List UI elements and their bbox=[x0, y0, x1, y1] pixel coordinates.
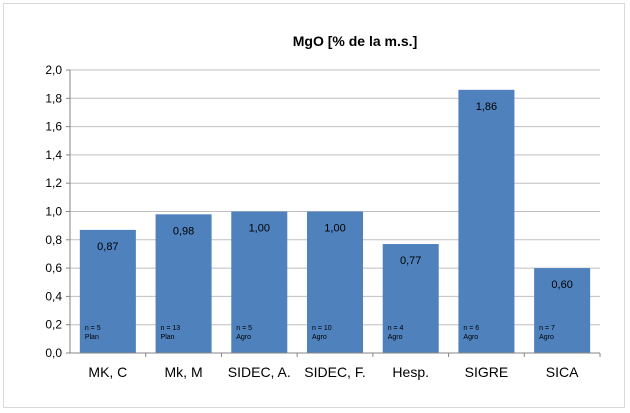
y-tick-label: 1,6 bbox=[45, 120, 62, 134]
y-tick-label: 2,0 bbox=[45, 63, 62, 77]
bar-note: Agro bbox=[236, 334, 251, 341]
bar-note: Plan bbox=[85, 334, 99, 341]
bar-note: Agro bbox=[463, 334, 478, 341]
bar-note: n = 10 bbox=[312, 325, 332, 332]
bars: 0,87 n = 5 Plan 0,98 n = 13 Plan 1,00 n = 5 Agro… bbox=[79, 89, 591, 353]
bar-note: Agro bbox=[312, 334, 327, 341]
bar bbox=[231, 211, 288, 353]
bar-note: n = 7 bbox=[539, 325, 555, 332]
bar bbox=[155, 214, 212, 353]
bar bbox=[382, 244, 439, 353]
bar-value-label: 1,00 bbox=[249, 223, 270, 235]
bar bbox=[79, 229, 136, 353]
bar bbox=[306, 211, 364, 353]
bar-note: n = 4 bbox=[388, 325, 404, 332]
bar-note: n = 13 bbox=[161, 325, 181, 332]
bar-value-label: 0,98 bbox=[173, 225, 194, 237]
x-tick-label: Hesp. bbox=[392, 364, 429, 380]
bar-value-label: 1,00 bbox=[324, 223, 345, 235]
y-tick-label: 0,2 bbox=[45, 318, 62, 332]
y-tick-label: 1,0 bbox=[45, 205, 62, 219]
y-tick-label: 0,6 bbox=[45, 261, 62, 275]
bar-note: n = 5 bbox=[85, 325, 101, 332]
bar-value-label: 0,77 bbox=[400, 255, 421, 267]
bar-value-label: 1,86 bbox=[476, 101, 497, 113]
axes: 0,0 0,2 0,4 0,6 0,8 1,0 1,2 1,4 1,6 1,8 2,0 MK, C Mk… bbox=[45, 63, 601, 380]
y-tick-label: 0,8 bbox=[45, 233, 62, 247]
bar-note: n = 5 bbox=[236, 325, 252, 332]
bar bbox=[534, 268, 591, 353]
y-tick-label: 0,0 bbox=[45, 346, 62, 360]
bar-value-label: 0,87 bbox=[97, 241, 118, 253]
bar-note: Agro bbox=[539, 334, 554, 341]
bar bbox=[458, 89, 515, 353]
x-tick-label: MK, C bbox=[88, 364, 127, 380]
x-tick-label: Mk, M bbox=[165, 364, 203, 380]
y-tick-label: 1,4 bbox=[45, 148, 62, 162]
y-tick-label: 1,2 bbox=[45, 176, 62, 190]
y-tick-label: 1,8 bbox=[45, 91, 62, 105]
x-tick-label: SICA bbox=[546, 364, 579, 380]
bar-value-label: 0,60 bbox=[551, 279, 572, 291]
x-tick-label: SIDEC, A. bbox=[228, 364, 291, 380]
bar-note: n = 6 bbox=[463, 325, 479, 332]
x-tick-label: SIGRE bbox=[465, 364, 509, 380]
bar-note: Plan bbox=[161, 334, 175, 341]
chart-title: MgO [% de la m.s.] bbox=[293, 33, 417, 49]
y-tick-label: 0,4 bbox=[45, 289, 62, 303]
bar-note: Agro bbox=[388, 334, 403, 341]
x-tick-label: SIDEC, F. bbox=[304, 364, 365, 380]
